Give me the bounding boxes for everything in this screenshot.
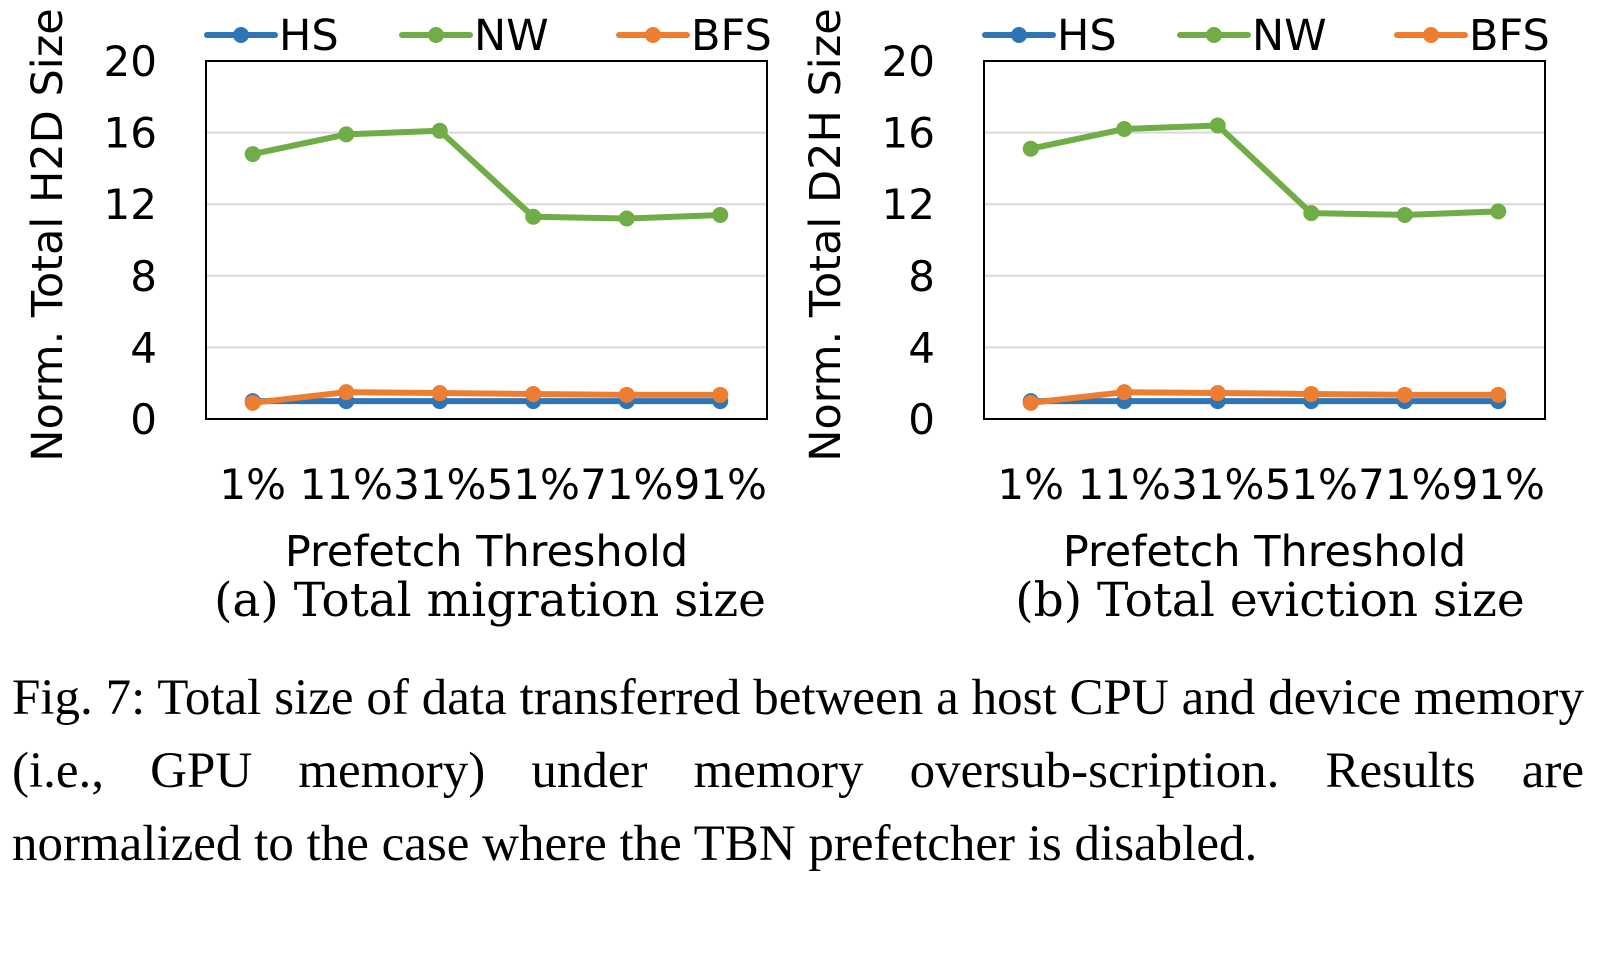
chart-a: 0 4 8 12 16 20 1% 11% 31% 51% 71% 91% Prefetch Thres…	[23, 8, 772, 628]
y-tick-label: 20	[104, 37, 157, 86]
series-line-bfs	[1027, 389, 1502, 406]
y-tick-label: 8	[908, 252, 935, 301]
subcaption: (a) Total migration size	[214, 573, 766, 628]
figure: 0 4 8 12 16 20 1% 11% 31% 51% 71% 91% Prefetch Thres…	[23, 8, 1550, 628]
series-line-bfs	[249, 389, 724, 406]
data-point-bfs	[1116, 384, 1133, 401]
plot-frame	[205, 60, 768, 420]
subcaption: (b) Total eviction size	[1015, 573, 1524, 628]
data-point-bfs	[1490, 386, 1507, 403]
data-point-nw	[618, 210, 635, 227]
data-point-bfs	[338, 384, 355, 401]
legend-marker-hs	[1011, 27, 1027, 43]
data-point-nw	[1303, 205, 1320, 222]
y-axis-title: Norm. Total H2D Size	[23, 8, 73, 461]
x-tick-label: 91%	[674, 460, 767, 509]
data-point-nw	[1022, 140, 1039, 157]
y-tick-label: 16	[882, 109, 935, 158]
chart-b: 0 4 8 12 16 20 1% 11% 31% 51% 71% 91% Prefetch Thres…	[801, 8, 1550, 628]
data-point-nw	[338, 126, 355, 143]
y-tick-label: 12	[104, 180, 157, 229]
data-point-nw	[1396, 206, 1413, 223]
data-point-bfs	[431, 385, 448, 402]
data-point-nw	[525, 208, 542, 225]
x-tick-label: 1%	[219, 460, 286, 509]
legend-label-nw: NW	[1252, 11, 1327, 61]
y-tick-label: 12	[882, 180, 935, 229]
x-tick-label: 51%	[487, 460, 580, 509]
data-point-bfs	[244, 394, 261, 411]
y-tick-label: 0	[130, 395, 157, 444]
x-axis-title: Prefetch Threshold	[285, 527, 688, 577]
y-tick-label: 4	[908, 323, 935, 372]
y-tick-label: 4	[130, 323, 157, 372]
data-point-nw	[1209, 117, 1226, 134]
data-point-bfs	[618, 386, 635, 403]
x-axis-title: Prefetch Threshold	[1063, 527, 1466, 577]
x-tick-label: 71%	[1358, 460, 1451, 509]
data-point-bfs	[525, 385, 542, 402]
y-tick-label: 0	[908, 395, 935, 444]
legend-marker-bfs	[645, 27, 661, 43]
legend-marker-nw	[428, 27, 444, 43]
x-tick-label: 91%	[1452, 460, 1545, 509]
legend-label-bfs: BFS	[691, 11, 772, 61]
x-tick-label: 31%	[1171, 460, 1264, 509]
y-axis-title: Norm. Total D2H Size	[801, 8, 851, 461]
x-tick-label: 71%	[580, 460, 673, 509]
data-point-bfs	[1396, 386, 1413, 403]
data-point-nw	[1490, 203, 1507, 220]
x-tick-label: 11%	[1078, 460, 1171, 509]
legend-marker-nw	[1206, 27, 1222, 43]
legend-label-bfs: BFS	[1469, 11, 1550, 61]
legend-marker-hs	[233, 27, 249, 43]
data-point-bfs	[1022, 394, 1039, 411]
y-tick-label: 16	[104, 109, 157, 158]
legend-label-nw: NW	[474, 11, 549, 61]
data-point-bfs	[712, 386, 729, 403]
data-point-nw	[244, 146, 261, 163]
series-line-nw	[1027, 122, 1502, 218]
data-point-nw	[431, 122, 448, 139]
data-point-nw	[1116, 121, 1133, 138]
y-tick-label: 8	[130, 252, 157, 301]
legend-label-hs: HS	[279, 11, 339, 61]
plot-frame	[983, 60, 1546, 420]
legend-marker-bfs	[1423, 27, 1439, 43]
x-tick-label: 51%	[1265, 460, 1358, 509]
data-point-bfs	[1209, 385, 1226, 402]
series-line-nw	[249, 127, 724, 222]
data-point-nw	[712, 206, 729, 223]
data-point-bfs	[1303, 385, 1320, 402]
x-tick-label: 11%	[300, 460, 393, 509]
y-tick-label: 20	[882, 37, 935, 86]
x-tick-label: 1%	[997, 460, 1064, 509]
legend-label-hs: HS	[1057, 11, 1117, 61]
x-tick-label: 31%	[393, 460, 486, 509]
figure-caption: Fig. 7: Total size of data transferred b…	[12, 670, 1584, 872]
